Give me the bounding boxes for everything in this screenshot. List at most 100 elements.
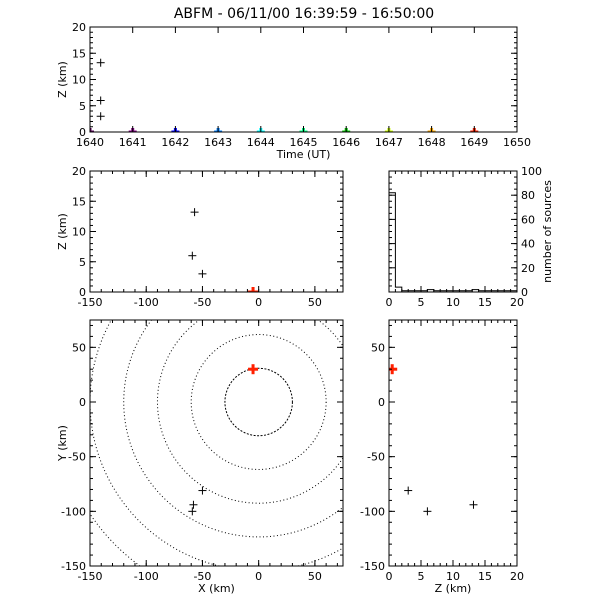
plan-view-axes-frame bbox=[89, 319, 344, 567]
x-height-ytick-label: 10 bbox=[72, 226, 86, 239]
height-y-ytick-label: 50 bbox=[371, 341, 385, 354]
panel-x-height: -150 -100 -50 0 50 0 5 10 15 20 Z (km) bbox=[56, 165, 344, 309]
data-point-marker bbox=[96, 96, 105, 105]
plan-view-xtick-label: 50 bbox=[308, 570, 322, 583]
time-height-ytick-label: 5 bbox=[79, 100, 86, 113]
figure-title: ABFM - 06/11/00 16:39:59 - 16:50:00 bbox=[174, 6, 434, 22]
time-height-axes-frame bbox=[89, 26, 518, 133]
height-y-xtick-label: 0 bbox=[386, 570, 393, 583]
x-height-xtick-label: 50 bbox=[308, 296, 322, 309]
range-ring bbox=[224, 367, 293, 437]
histogram-xtick-label: 0 bbox=[386, 296, 393, 309]
x-height-ytick-label: 5 bbox=[79, 256, 86, 269]
data-point-marker bbox=[198, 269, 207, 278]
plan-view-xtick-label: 0 bbox=[255, 570, 262, 583]
data-point-marker bbox=[188, 251, 197, 260]
time-height-ytick-label: 15 bbox=[72, 47, 86, 60]
histogram-xtick-label: 20 bbox=[510, 296, 524, 309]
x-height-xtick-label: -50 bbox=[193, 296, 211, 309]
plan-view-plot-area bbox=[90, 320, 343, 566]
range-ring bbox=[123, 320, 343, 538]
time-height-plot-area bbox=[90, 58, 479, 132]
histogram-xtick-label: 15 bbox=[478, 296, 492, 309]
histogram-xtick-label: 5 bbox=[418, 296, 425, 309]
height-y-xtick-label: 15 bbox=[478, 570, 492, 583]
x-height-xtick-label: -150 bbox=[78, 296, 103, 309]
height-y-ytick-label: -100 bbox=[360, 505, 385, 518]
time-height-xtick-label: 1647 bbox=[375, 136, 403, 149]
time-height-xlabel: Time (UT) bbox=[276, 148, 331, 161]
histogram-bar bbox=[395, 287, 401, 292]
data-point-marker bbox=[188, 507, 197, 516]
height-y-ytick-label: -50 bbox=[367, 451, 385, 464]
histogram-ytick-label: 80 bbox=[521, 189, 535, 202]
height-y-ytick-label: 0 bbox=[378, 396, 385, 409]
time-height-xtick-label: 1649 bbox=[460, 136, 488, 149]
range-ring bbox=[90, 512, 141, 566]
x-height-ytick-label: 20 bbox=[72, 165, 86, 178]
panel-height-y: 0 5 10 15 20 -150 -100 -50 0 50 Z (km) bbox=[360, 319, 524, 595]
plan-view-xtick-label: -100 bbox=[134, 570, 159, 583]
histogram-xtick-label: 10 bbox=[446, 296, 460, 309]
time-height-xtick-label: 1648 bbox=[418, 136, 446, 149]
histogram-ylabel: number of sources bbox=[541, 180, 554, 283]
range-ring bbox=[90, 320, 343, 566]
x-height-ytick-label: 15 bbox=[72, 195, 86, 208]
histogram-ytick-label: 40 bbox=[521, 238, 535, 251]
height-y-xtick-label: 5 bbox=[418, 570, 425, 583]
data-point-marker bbox=[469, 500, 478, 509]
data-point-marker bbox=[198, 486, 207, 495]
histogram-ytick-label: 60 bbox=[521, 213, 535, 226]
x-height-ytick-label: 0 bbox=[79, 286, 86, 299]
x-height-xtick-label: 0 bbox=[255, 296, 262, 309]
time-height-xtick-label: 1643 bbox=[204, 136, 232, 149]
plan-view-xtick-label: -150 bbox=[78, 570, 103, 583]
time-height-ytick-label: 10 bbox=[72, 74, 86, 87]
x-height-plot-area bbox=[188, 208, 259, 292]
data-point-marker bbox=[189, 500, 198, 509]
data-point-marker bbox=[248, 287, 259, 292]
height-y-axes-frame bbox=[388, 319, 518, 567]
data-point-marker bbox=[96, 58, 105, 67]
data-point-marker bbox=[389, 364, 398, 375]
data-point-marker bbox=[248, 364, 259, 375]
histogram-plot-area bbox=[389, 192, 517, 292]
plan-view-ytick-label: -100 bbox=[61, 505, 86, 518]
time-height-xtick-label: 1640 bbox=[76, 136, 104, 149]
data-point-marker bbox=[96, 112, 105, 121]
x-height-axes-frame bbox=[89, 170, 344, 293]
panel-plan-view: -150 -100 -50 0 50 -150 -100 -50 0 50 X (km) Y (km) bbox=[56, 319, 344, 595]
range-ring bbox=[156, 320, 343, 504]
time-height-ylabel: Z (km) bbox=[56, 61, 69, 98]
time-height-ytick-label: 0 bbox=[79, 126, 86, 139]
plan-view-xtick-label: -50 bbox=[193, 570, 211, 583]
height-y-xtick-label: 20 bbox=[510, 570, 524, 583]
height-y-ytick-label: -150 bbox=[360, 560, 385, 573]
plan-view-ytick-label: -50 bbox=[68, 451, 86, 464]
data-point-marker bbox=[190, 208, 199, 217]
height-y-xlabel: Z (km) bbox=[435, 582, 472, 595]
time-height-xtick-label: 1641 bbox=[119, 136, 147, 149]
plan-view-ytick-label: 0 bbox=[79, 396, 86, 409]
time-height-xtick-label: 1642 bbox=[161, 136, 189, 149]
time-height-xtick-label: 1644 bbox=[247, 136, 275, 149]
histogram-ytick-label: 0 bbox=[521, 286, 528, 299]
plan-view-ytick-label: -150 bbox=[61, 560, 86, 573]
height-y-xtick-label: 10 bbox=[446, 570, 460, 583]
histogram-outline bbox=[389, 192, 517, 292]
histogram-axes-frame bbox=[388, 170, 518, 293]
time-height-ytick-label: 20 bbox=[72, 21, 86, 34]
histogram-ytick-label: 100 bbox=[521, 165, 542, 178]
plan-view-xlabel: X (km) bbox=[198, 582, 235, 595]
plan-view-ytick-label: 50 bbox=[72, 341, 86, 354]
time-height-xtick-label: 1645 bbox=[290, 136, 318, 149]
panel-time-height: 1640 1641 1642 1643 1644 1645 1646 1647 1648 1649… bbox=[56, 21, 531, 161]
time-height-xtick-label: 1650 bbox=[503, 136, 531, 149]
height-y-plot-area bbox=[389, 364, 478, 516]
data-point-marker bbox=[404, 486, 413, 495]
data-point-marker bbox=[423, 507, 432, 516]
x-height-xtick-label: -100 bbox=[134, 296, 159, 309]
x-height-ylabel: Z (km) bbox=[56, 213, 69, 250]
